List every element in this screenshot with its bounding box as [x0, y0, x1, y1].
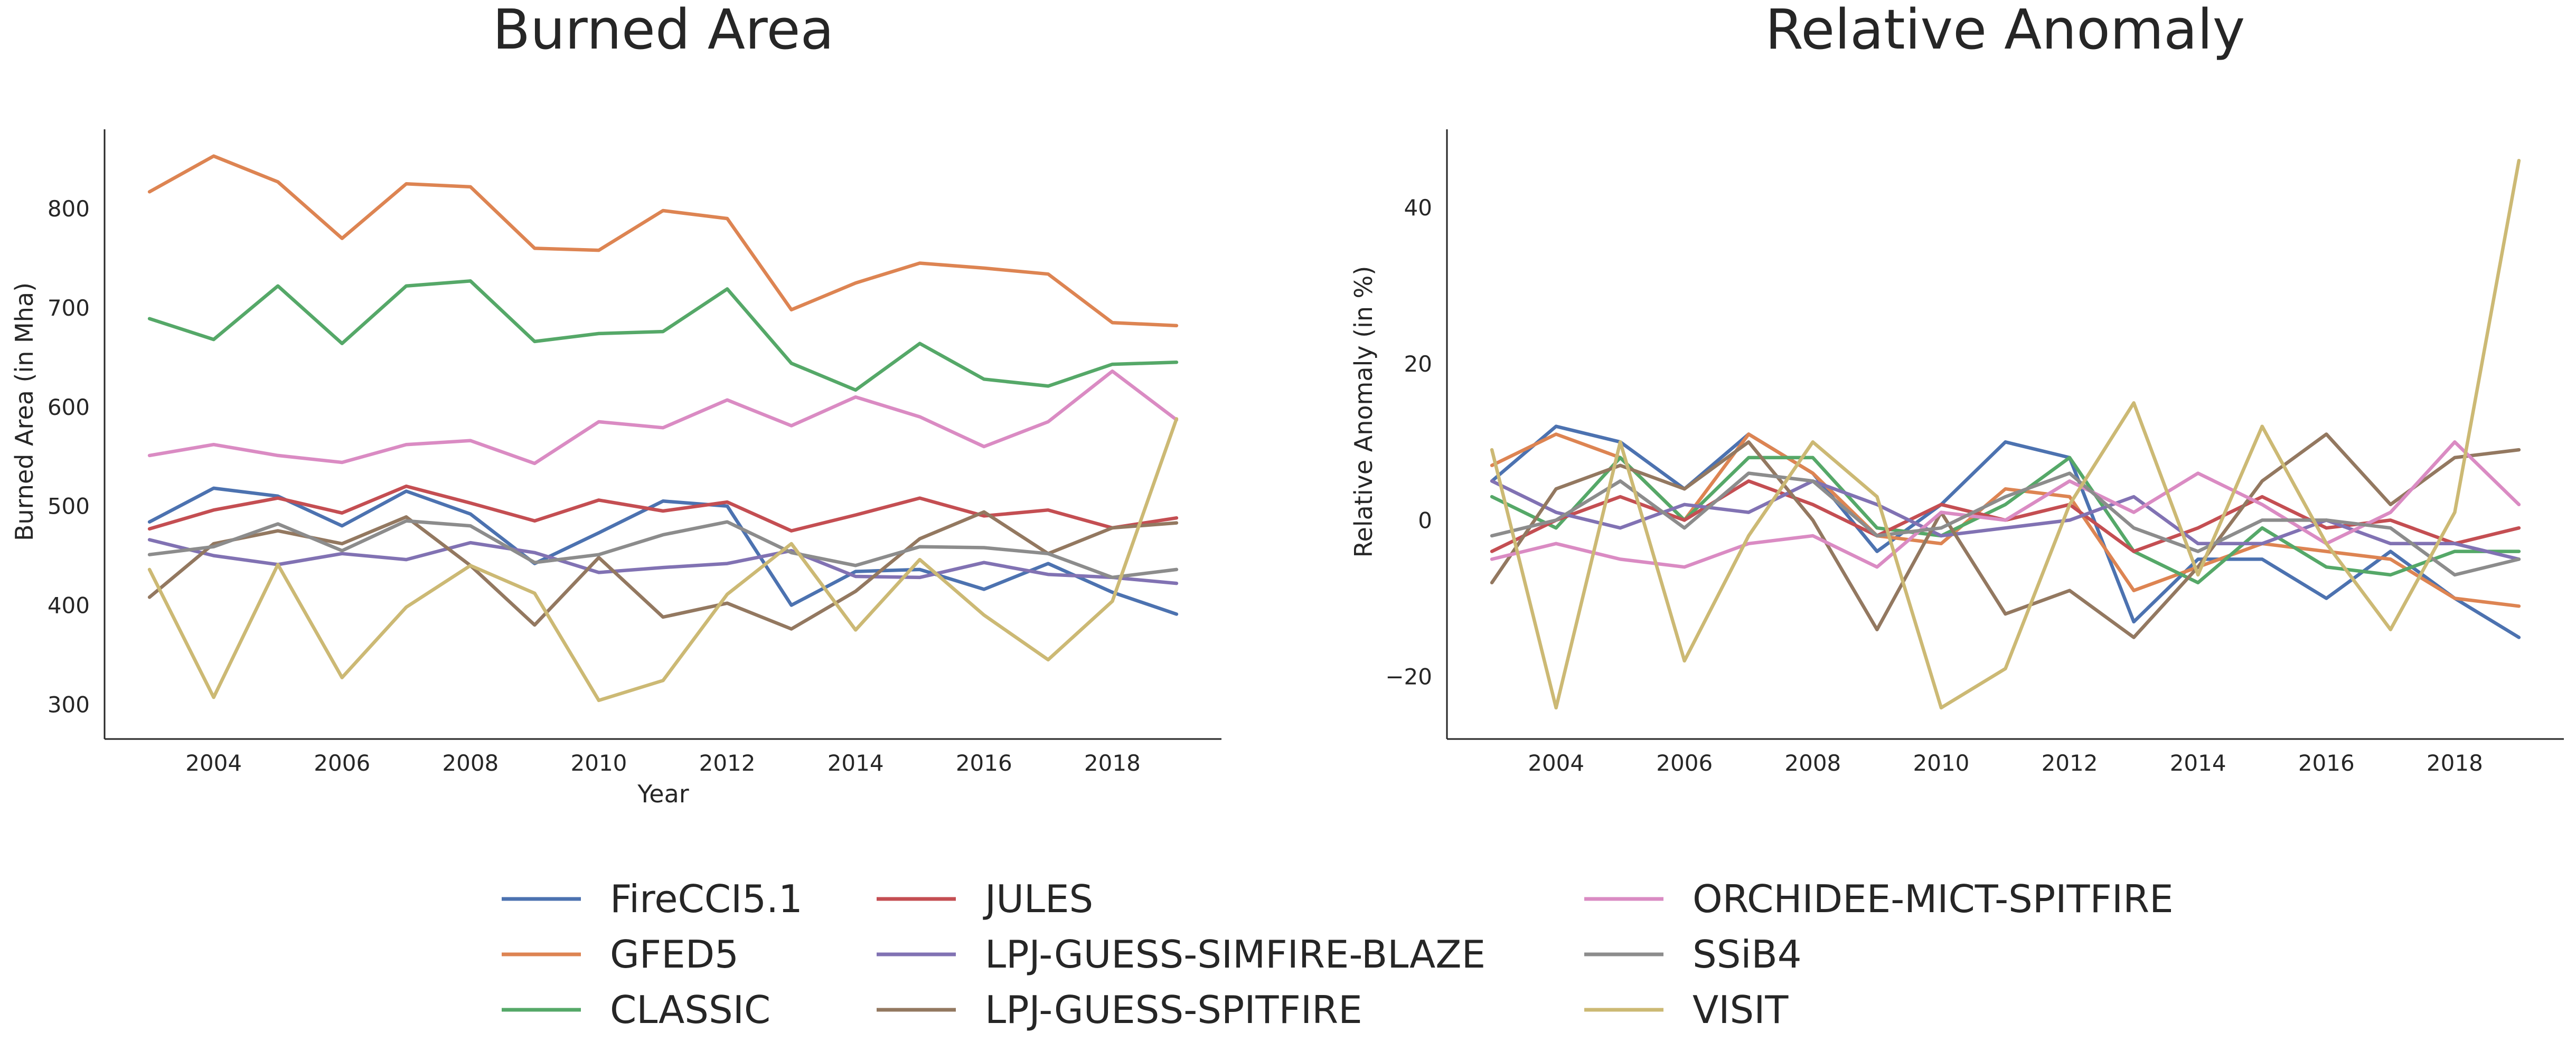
legend: FireCCI5.1 GFED5 CLASSIC JULES LPJ-GUESS-SIM…	[502, 877, 2174, 1032]
relative-anomaly-x-tick-label: 2014	[2170, 750, 2226, 776]
legend-label: ORCHIDEE-MICT-SPITFIRE	[1693, 877, 2174, 921]
burned-area-y-tick-label: 400	[48, 592, 90, 618]
burned-area-series-visit	[147, 417, 1179, 703]
burned-area-y-tick-label: 700	[48, 295, 90, 321]
burned-area-x-tick-label: 2012	[699, 750, 756, 776]
relative-anomaly-series-lpj-guess-spitfire	[1490, 432, 2521, 639]
burned-area-panel: Burned Area 2004 2006 2008 2010 2012 2014 2016…	[10, 0, 1221, 808]
burned-area-y-tick-label: 300	[48, 691, 90, 717]
burned-area-series-lpj-guess-spitfire	[147, 510, 1179, 631]
legend-item-orchidee-mict-spitfire: ORCHIDEE-MICT-SPITFIRE	[1584, 877, 2174, 921]
relative-anomaly-y-tick-label: 40	[1404, 195, 1432, 221]
relative-anomaly-x-tick-label: 2006	[1656, 750, 1713, 776]
burned-area-series-jules	[147, 484, 1179, 533]
relative-anomaly-x-tick-label: 2010	[1913, 750, 1970, 776]
legend-label: GFED5	[610, 932, 739, 977]
legend-label: LPJ-GUESS-SIMFIRE-BLAZE	[985, 932, 1486, 977]
relative-anomaly-series-orchidee-mict-spitfire	[1490, 440, 2521, 569]
relative-anomaly-series-jules	[1490, 479, 2521, 553]
relative-anomaly-x-tick-label: 2018	[2427, 750, 2483, 776]
relative-anomaly-plot: 2004 2006 2008 2010 2012 2014 2016 2018 −20 0 20 40	[1385, 129, 2564, 776]
burned-area-y-tick-label: 800	[48, 196, 90, 222]
burned-area-x-tick-label: 2016	[956, 750, 1012, 776]
burned-area-x-tick-label: 2010	[571, 750, 627, 776]
legend-item-classic: CLASSIC	[502, 988, 770, 1032]
relative-anomaly-x-tick-label: 2004	[1528, 750, 1584, 776]
burned-area-x-tick-label: 2008	[442, 750, 499, 776]
relative-anomaly-x-tick-label: 2016	[2298, 750, 2355, 776]
burned-area-series-firecci5-1	[147, 486, 1179, 616]
burned-area-y-tick-label: 600	[48, 394, 90, 420]
legend-label: SSiB4	[1693, 932, 1802, 977]
legend-item-lpj-guess-simfire-blaze: LPJ-GUESS-SIMFIRE-BLAZE	[877, 932, 1486, 977]
relative-anomaly-series-firecci5-1	[1490, 424, 2521, 639]
relative-anomaly-y-tick-label: −20	[1385, 664, 1432, 690]
legend-item-ssib4: SSiB4	[1584, 932, 1802, 977]
legend-label: CLASSIC	[610, 988, 770, 1032]
legend-label: VISIT	[1693, 988, 1789, 1032]
burned-area-x-tick-label: 2004	[185, 750, 242, 776]
burned-area-series-lpj-guess-simfire-blaze	[147, 538, 1179, 585]
relative-anomaly-panel: Relative Anomaly 2004 2006 2008 2010 2012 201…	[1349, 0, 2564, 776]
burned-area-series-classic	[147, 279, 1179, 392]
relative-anomaly-x-tick-label: 2012	[2042, 750, 2098, 776]
burned-area-x-tick-label: 2006	[314, 750, 370, 776]
burned-area-plot: 2004 2006 2008 2010 2012 2014 2016 2018 300 400 50…	[48, 129, 1221, 776]
relative-anomaly-x-tick-label: 2008	[1784, 750, 1841, 776]
legend-item-lpj-guess-spitfire: LPJ-GUESS-SPITFIRE	[877, 988, 1362, 1032]
relative-anomaly-ylabel: Relative Anomaly (in %)	[1349, 266, 1378, 558]
legend-item-firecci5-1: FireCCI5.1	[502, 877, 803, 921]
burned-area-y-tick-label: 500	[48, 494, 90, 519]
burned-area-ylabel: Burned Area (in Mha)	[10, 282, 39, 541]
relative-anomaly-title: Relative Anomaly	[1765, 0, 2245, 62]
legend-item-jules: JULES	[877, 877, 1093, 921]
relative-anomaly-y-tick-label: 0	[1418, 507, 1432, 533]
relative-anomaly-y-tick-label: 20	[1404, 351, 1432, 377]
burned-area-title: Burned Area	[493, 0, 834, 62]
legend-item-visit: VISIT	[1584, 988, 1789, 1032]
burned-area-xlabel: Year	[637, 780, 689, 808]
burned-area-series-ssib4	[147, 519, 1179, 580]
relative-anomaly-series-visit	[1490, 158, 2521, 710]
legend-item-gfed5: GFED5	[502, 932, 739, 977]
burned-area-series-orchidee-mict-spitfire	[147, 369, 1179, 466]
legend-label: FireCCI5.1	[610, 877, 803, 921]
legend-label: JULES	[983, 877, 1093, 921]
burned-area-x-tick-label: 2018	[1084, 750, 1141, 776]
burned-area-x-tick-label: 2014	[828, 750, 884, 776]
relative-anomaly-series-ssib4	[1490, 471, 2521, 577]
burned-area-series-gfed5	[147, 154, 1179, 328]
legend-label: LPJ-GUESS-SPITFIRE	[985, 988, 1362, 1032]
